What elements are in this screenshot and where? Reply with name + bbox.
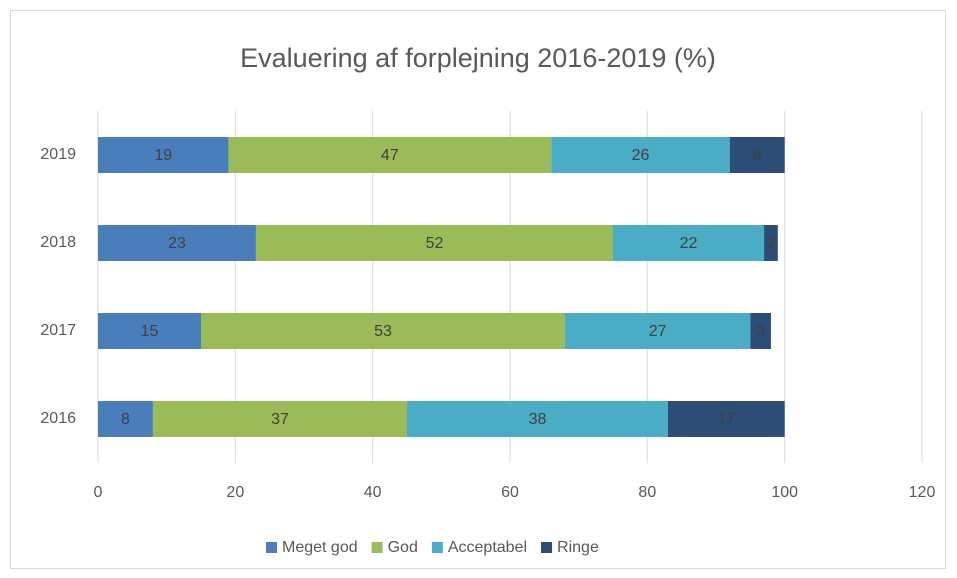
data-label: 38 xyxy=(529,411,547,428)
legend-swatch xyxy=(431,542,443,553)
bar-segment xyxy=(667,401,785,437)
legend-label: God xyxy=(388,539,418,556)
legend-swatch xyxy=(371,542,383,553)
data-label: 8 xyxy=(753,147,762,164)
legend-label: Ringe xyxy=(557,539,599,556)
y-tick-label: 2018 xyxy=(40,234,76,251)
x-tick-label: 20 xyxy=(226,484,244,501)
data-label: 3 xyxy=(756,323,765,340)
bar-segment xyxy=(750,313,771,349)
bar-segment xyxy=(564,313,751,349)
legend-label: Acceptabel xyxy=(448,539,527,556)
data-label: 22 xyxy=(680,235,698,252)
legend-label: Meget god xyxy=(282,539,358,556)
data-label: 26 xyxy=(632,147,650,164)
data-label: 27 xyxy=(649,323,667,340)
data-label: 52 xyxy=(426,235,444,252)
x-tick-label: 0 xyxy=(94,484,103,501)
bar-segment xyxy=(98,401,153,437)
data-label: 8 xyxy=(121,411,130,428)
data-label: 17 xyxy=(717,411,735,428)
bar-segment xyxy=(98,313,201,349)
data-label: 19 xyxy=(154,147,172,164)
x-tick-label: 60 xyxy=(501,484,519,501)
x-tick-label: 40 xyxy=(364,484,382,501)
bar-segment xyxy=(152,401,407,437)
bar-segment xyxy=(551,137,730,173)
bar-segment xyxy=(407,401,668,437)
bar-segment xyxy=(764,225,778,261)
chart-title: Evaluering af forplejning 2016-2019 (%) xyxy=(240,43,716,73)
data-label: 53 xyxy=(374,323,392,340)
legend-swatch xyxy=(266,542,277,553)
data-label: 23 xyxy=(168,235,186,252)
bar-segment xyxy=(98,225,256,261)
chart-border xyxy=(10,10,946,569)
y-tick-label: 2016 xyxy=(40,410,76,427)
x-tick-label: 100 xyxy=(771,484,798,501)
bar-segment xyxy=(729,137,785,173)
y-tick-label: 2017 xyxy=(40,322,76,339)
bar-segment xyxy=(255,225,613,261)
legend-swatch xyxy=(541,542,553,553)
data-label: 47 xyxy=(381,147,399,164)
bar-segment xyxy=(613,225,765,261)
data-label: 15 xyxy=(141,323,159,340)
x-tick-label: 120 xyxy=(909,484,936,501)
bar-segment xyxy=(98,137,229,173)
data-label: 37 xyxy=(271,411,289,428)
bar-segment xyxy=(228,137,552,173)
bar-segment xyxy=(201,313,565,349)
y-tick-label: 2019 xyxy=(40,146,76,163)
x-tick-label: 80 xyxy=(638,484,656,501)
data-label: 2 xyxy=(766,235,775,252)
